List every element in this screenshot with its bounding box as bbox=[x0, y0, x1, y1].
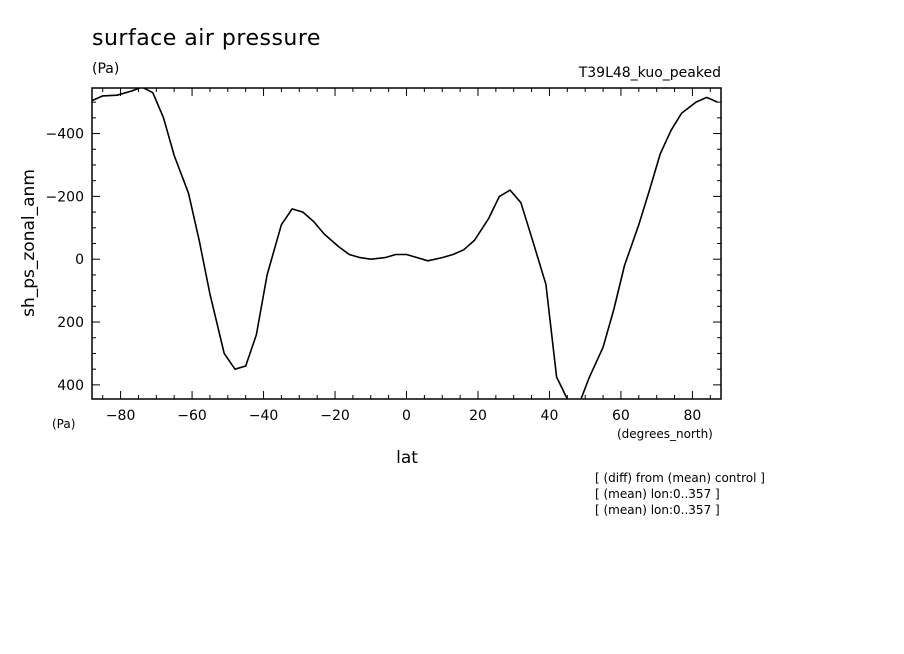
series-line bbox=[92, 88, 718, 399]
y-tick-label: 0 bbox=[75, 252, 84, 268]
axis-ticks bbox=[92, 88, 721, 399]
units-top: (Pa) bbox=[92, 61, 119, 77]
y-tick-label: −400 bbox=[46, 127, 84, 143]
x-tick-label: 80 bbox=[683, 408, 701, 424]
run-label: T39L48_kuo_peaked bbox=[578, 65, 721, 81]
x-units: (degrees_north) bbox=[617, 427, 713, 441]
x-tick-label: 0 bbox=[402, 408, 411, 424]
x-tick-label: −20 bbox=[320, 408, 350, 424]
x-tick-label: 60 bbox=[612, 408, 630, 424]
x-tick-label: −40 bbox=[249, 408, 279, 424]
x-tick-labels: −80 −60 −40 −20 0 20 40 60 80 bbox=[106, 408, 702, 424]
x-axis-title: lat bbox=[396, 448, 418, 468]
note-line-3: [ (mean) lon:0..357 ] bbox=[595, 503, 720, 517]
x-tick-label: −80 bbox=[106, 408, 136, 424]
units-bottom: (Pa) bbox=[52, 417, 75, 431]
y-axis-title: sh_ps_zonal_anm bbox=[19, 169, 39, 317]
plot-frame bbox=[91, 87, 722, 400]
y-tick-labels: −400 −200 0 200 400 bbox=[46, 127, 84, 394]
y-tick-label: −200 bbox=[46, 189, 84, 205]
chart-title: surface air pressure bbox=[92, 26, 321, 51]
x-tick-label: 40 bbox=[541, 408, 559, 424]
x-tick-label: −60 bbox=[177, 408, 207, 424]
y-tick-label: 200 bbox=[57, 315, 84, 331]
note-line-1: [ (diff) from (mean) control ] bbox=[595, 471, 765, 485]
note-line-2: [ (mean) lon:0..357 ] bbox=[595, 487, 720, 501]
y-tick-label: 400 bbox=[57, 378, 84, 394]
x-tick-label: 20 bbox=[469, 408, 487, 424]
